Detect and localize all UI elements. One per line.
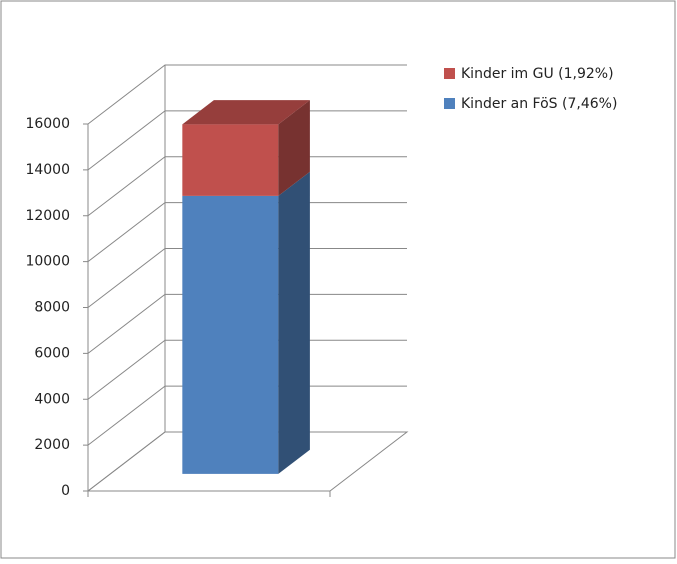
legend-swatch xyxy=(444,98,455,109)
y-tick-label: 12000 xyxy=(25,208,70,224)
grid-line xyxy=(87,110,407,171)
bar-side xyxy=(278,100,310,196)
grid-line xyxy=(87,431,407,492)
y-tick-label: 4000 xyxy=(34,391,70,407)
bar-front xyxy=(182,124,279,196)
y-tick-label: 14000 xyxy=(25,162,70,178)
grid-line xyxy=(87,202,407,263)
legend-swatch xyxy=(444,68,455,79)
y-tick-label: 0 xyxy=(61,483,70,499)
y-tick-label: 16000 xyxy=(25,116,70,132)
grid-line xyxy=(87,293,407,354)
bar-front xyxy=(182,195,279,474)
grid-line xyxy=(87,156,407,217)
bar-side xyxy=(278,171,310,474)
y-tick-label: 8000 xyxy=(34,300,70,316)
grid-line xyxy=(87,248,407,308)
y-tick-label: 6000 xyxy=(34,345,70,361)
y-tick-label: 10000 xyxy=(25,254,70,270)
bar-top xyxy=(182,100,310,125)
grid-line xyxy=(87,385,407,446)
legend-label: Kinder im GU (1,92%) xyxy=(461,66,614,82)
grid-line xyxy=(87,339,407,400)
legend-label: Kinder an FöS (7,46%) xyxy=(461,96,617,112)
grid-line xyxy=(87,64,407,125)
y-tick-label: 2000 xyxy=(34,437,70,453)
